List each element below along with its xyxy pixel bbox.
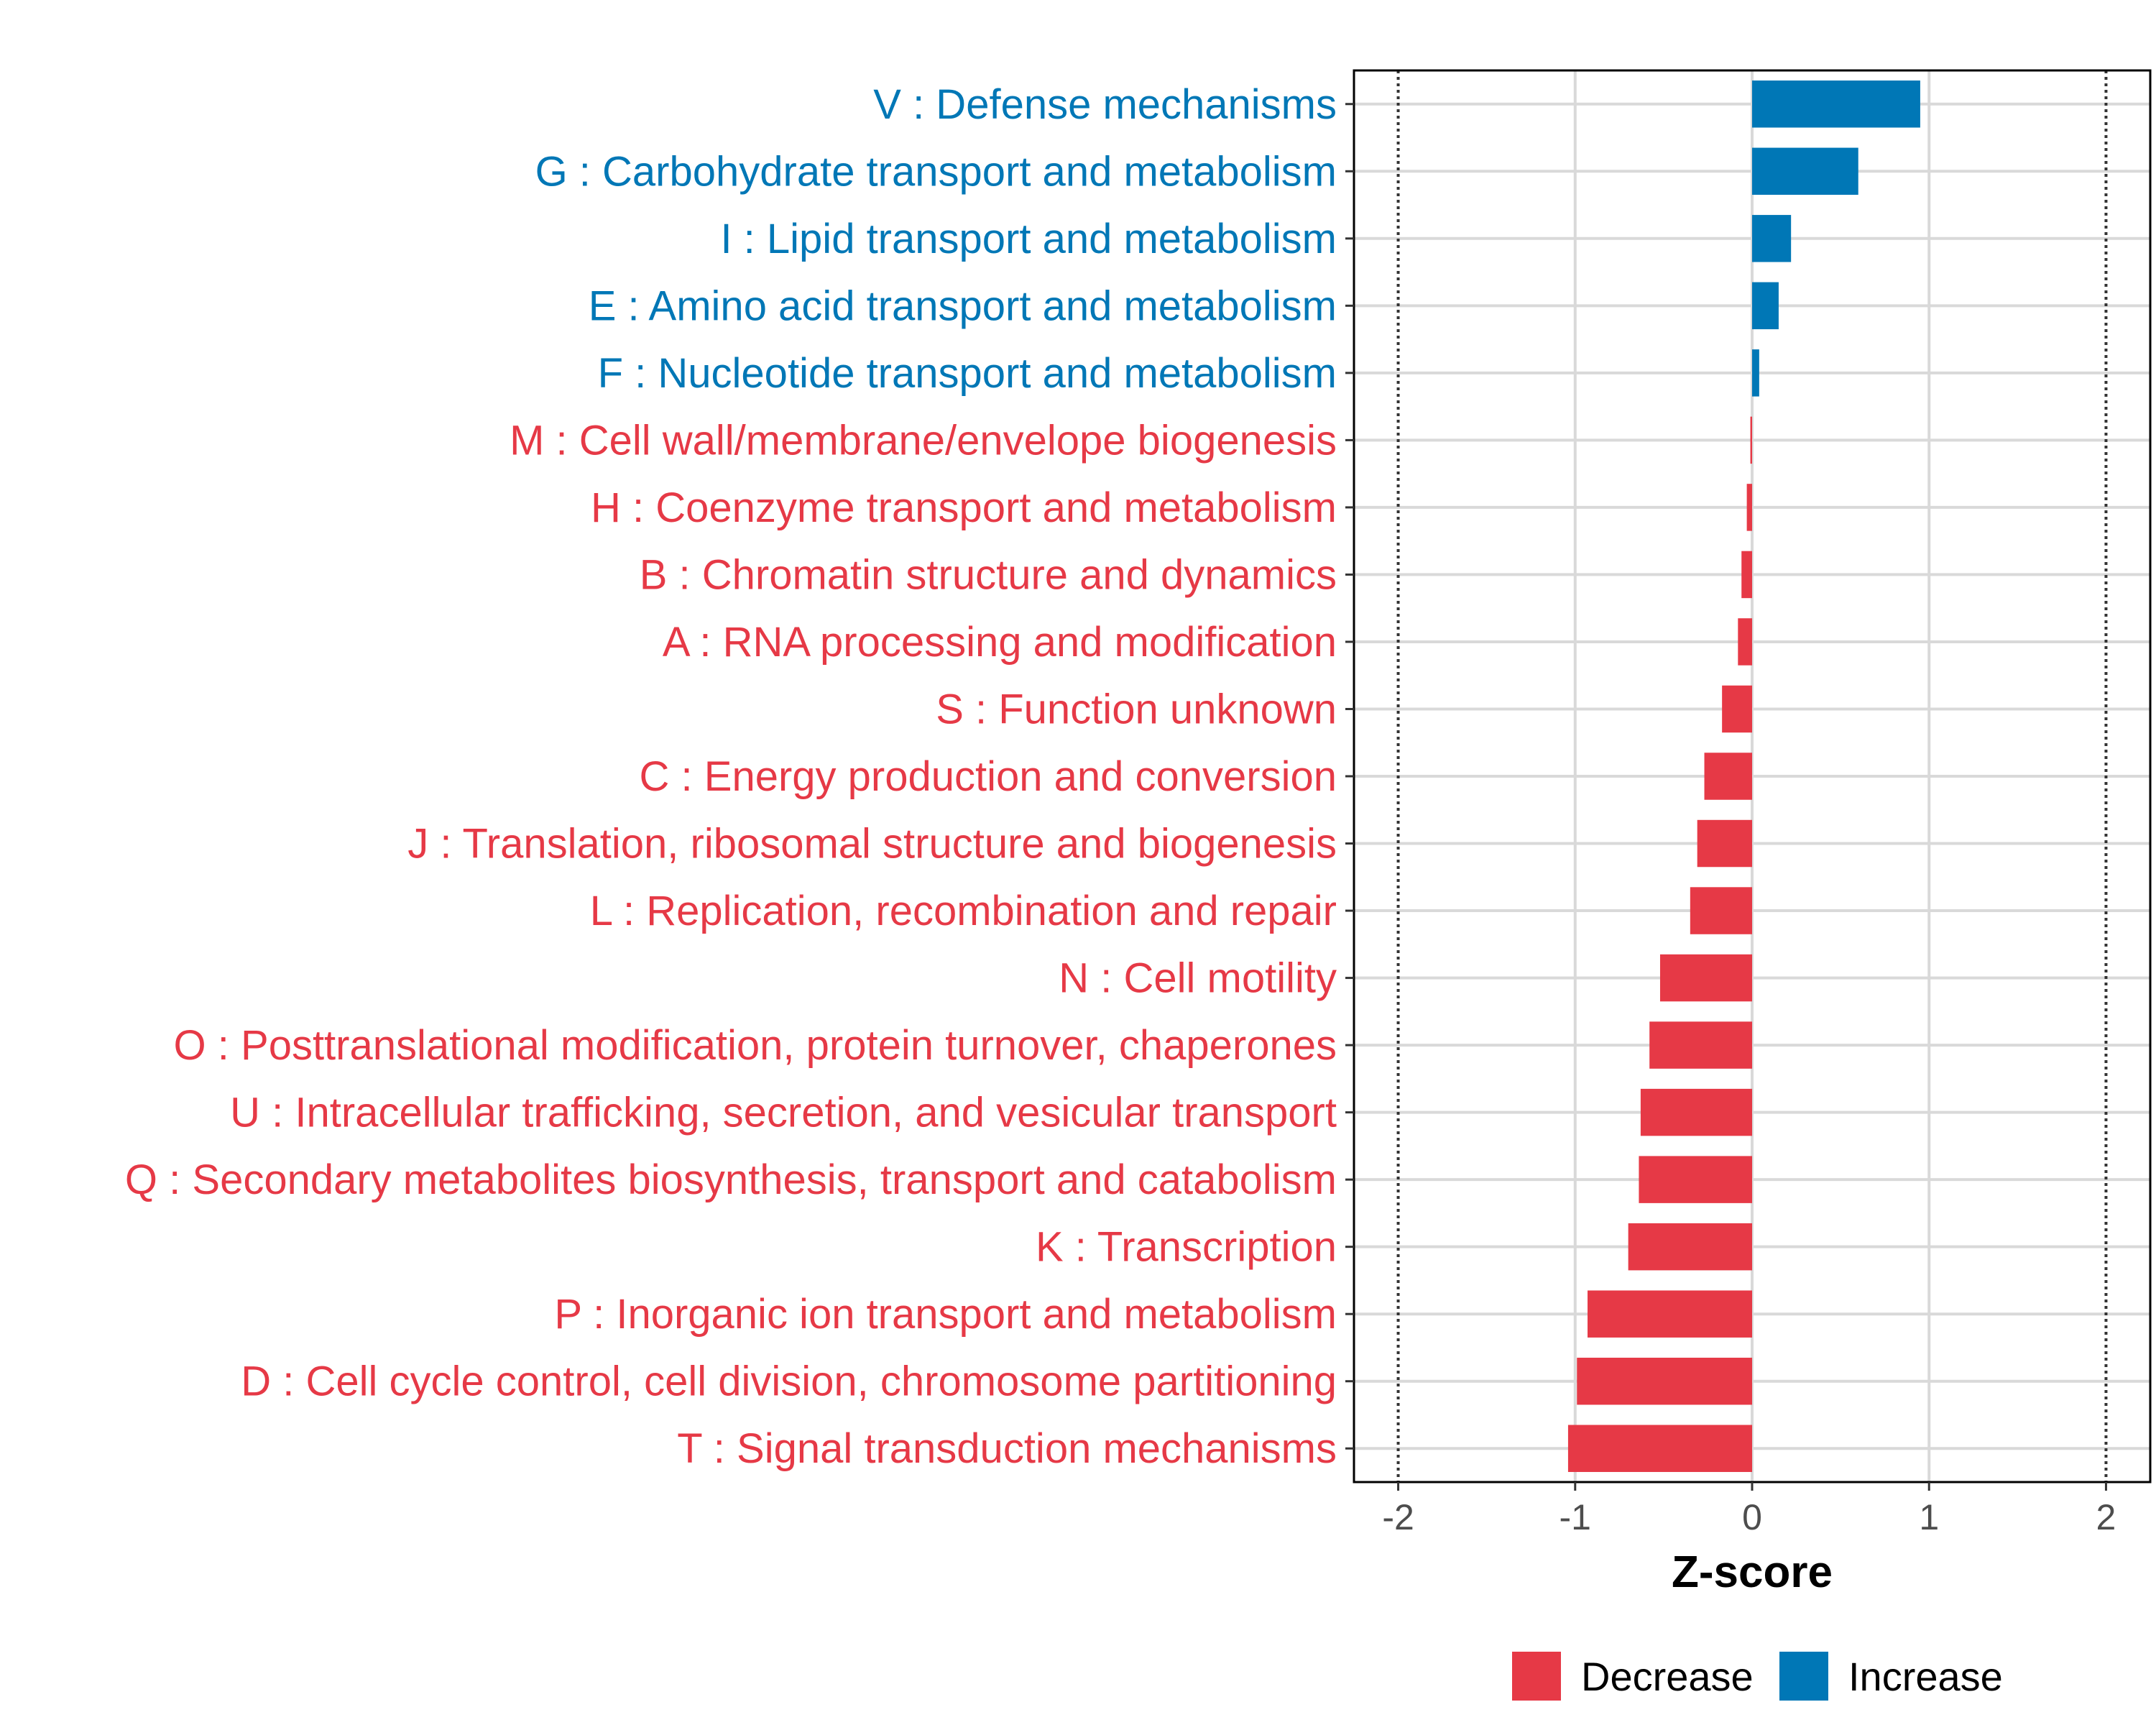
bar-j — [1697, 819, 1752, 868]
bar-u — [1640, 1088, 1752, 1136]
bar-q — [1639, 1156, 1752, 1203]
category-label: F : Nucleotide transport and metabolism — [598, 350, 1337, 397]
legend-label-decrease: Decrease — [1581, 1654, 1754, 1699]
bar-v — [1752, 80, 1920, 128]
category-label: S : Function unknown — [936, 686, 1337, 732]
y-axis-labels: V : Defense mechanisms G : Carbohydrate t… — [125, 81, 1337, 1472]
x-axis-ticks: -2 -1 0 1 2 — [1382, 1482, 2116, 1537]
bar-h — [1746, 484, 1752, 531]
bar-f — [1752, 349, 1759, 397]
category-label: Q : Secondary metabolites biosynthesis, … — [125, 1156, 1337, 1203]
bar-k — [1628, 1223, 1752, 1271]
x-tick-label: 1 — [1919, 1497, 1939, 1537]
category-label: D : Cell cycle control, cell division, c… — [241, 1358, 1337, 1405]
x-axis-title: Z-score — [1672, 1547, 1833, 1597]
category-label: I : Lipid transport and metabolism — [720, 216, 1337, 262]
category-label: L : Replication, recombination and repai… — [590, 888, 1337, 934]
legend-label-increase: Increase — [1848, 1654, 2003, 1699]
bar-g — [1752, 147, 1858, 196]
reference-lines — [1396, 70, 2108, 1482]
legend-swatch-decrease — [1512, 1652, 1561, 1701]
x-tick-label: -1 — [1560, 1497, 1591, 1537]
bar-p — [1588, 1290, 1752, 1338]
bar-n — [1659, 954, 1752, 1002]
x-tick-label: -2 — [1382, 1497, 1414, 1537]
x-tick-label: 2 — [2096, 1497, 2116, 1537]
bars — [1567, 80, 1920, 1472]
category-label: N : Cell motility — [1059, 955, 1337, 1002]
category-label: P : Inorganic ion transport and metaboli… — [554, 1291, 1337, 1338]
category-label: H : Coenzyme transport and metabolism — [591, 484, 1337, 531]
category-label: E : Amino acid transport and metabolism — [589, 282, 1337, 329]
bar-l — [1690, 887, 1752, 934]
bar-s — [1722, 685, 1752, 733]
category-label: V : Defense mechanisms — [873, 81, 1337, 128]
bar-t — [1567, 1425, 1752, 1472]
bar-a — [1738, 618, 1752, 666]
category-label: B : Chromatin structure and dynamics — [640, 551, 1337, 598]
category-label: O : Posttranslational modification, prot… — [174, 1022, 1337, 1069]
category-label: C : Energy production and conversion — [640, 753, 1337, 800]
y-axis-ticks — [1345, 103, 1354, 1450]
category-label: G : Carbohydrate transport and metabolis… — [535, 148, 1337, 195]
legend: Decrease Increase — [1512, 1652, 2003, 1701]
legend-swatch-increase — [1779, 1652, 1828, 1701]
bar-c — [1704, 753, 1752, 800]
category-label: U : Intracellular trafficking, secretion… — [230, 1090, 1337, 1136]
category-label: M : Cell wall/membrane/envelope biogenes… — [510, 417, 1337, 464]
bar-i — [1752, 215, 1792, 262]
bar-m — [1750, 416, 1752, 464]
bar-o — [1649, 1021, 1752, 1069]
category-label: K : Transcription — [1036, 1224, 1337, 1271]
category-label: T : Signal transduction mechanisms — [677, 1425, 1337, 1472]
bar-b — [1741, 551, 1752, 599]
bar-e — [1752, 282, 1779, 330]
category-label: A : RNA processing and modification — [663, 619, 1337, 666]
category-label: J : Translation, ribosomal structure and… — [407, 821, 1337, 868]
bar-d — [1577, 1357, 1752, 1405]
x-tick-label: 0 — [1742, 1497, 1762, 1537]
